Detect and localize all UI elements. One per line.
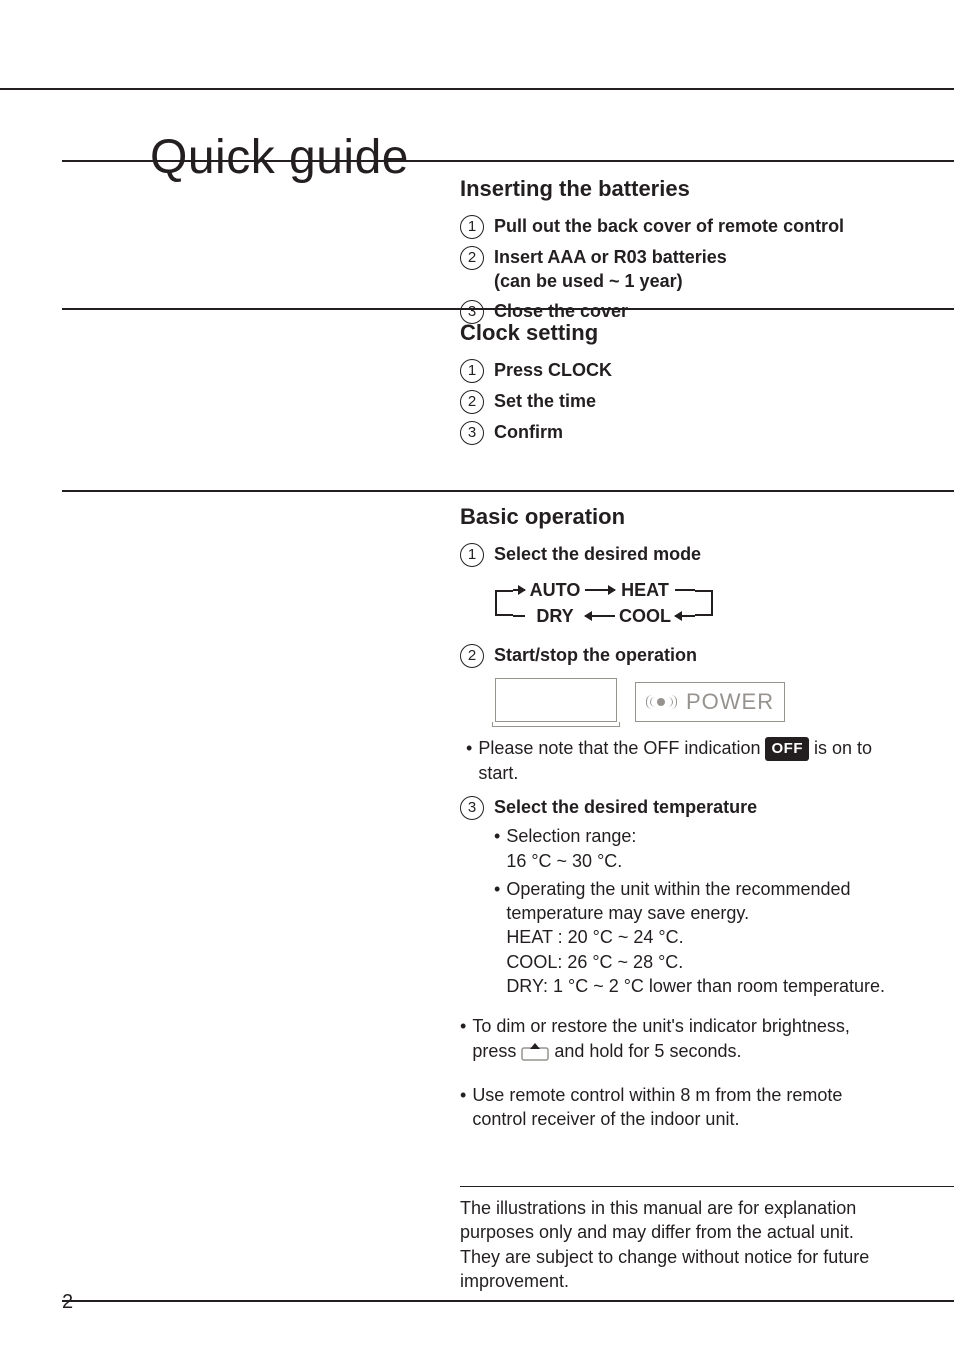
- power-button-outline-icon: [495, 678, 617, 722]
- power-label-text: POWER: [686, 687, 774, 717]
- basic-step3-list: 3 Select the desired temperature • Selec…: [460, 795, 894, 998]
- step-text: Set the time: [494, 389, 596, 413]
- rule-before-disclaimer: [460, 1186, 954, 1187]
- step-text: Pull out the back cover of remote contro…: [494, 214, 844, 238]
- selection-range: • Selection range: 16 °C ~ 30 °C.: [494, 824, 894, 873]
- step-sub: (can be used ~ 1 year): [494, 271, 683, 291]
- mode-auto: AUTO: [525, 578, 585, 602]
- basic-step1-list: 1 Select the desired mode: [460, 542, 894, 567]
- bottom-rule: [62, 1300, 954, 1302]
- step-text: Select the desired temperature: [494, 795, 757, 820]
- clock-steps: 1 Press CLOCK 2 Set the time 3 Confirm: [460, 358, 894, 445]
- basic-step2-list: 2 Start/stop the operation: [460, 643, 894, 668]
- corner-icon: [495, 600, 513, 616]
- page: Quick guide Inserting the batteries 1 Pu…: [0, 0, 954, 1354]
- range-label: Selection range:: [506, 826, 636, 846]
- rec-intro: Operating the unit within the recommende…: [506, 879, 850, 923]
- step-text: Insert AAA or R03 batteries (can be used…: [494, 245, 727, 294]
- arrow-left-icon: [675, 615, 695, 617]
- basic-step-3: 3 Select the desired temperature • Selec…: [460, 795, 894, 998]
- mode-heat: HEAT: [615, 578, 675, 602]
- page-number: 2: [62, 1291, 73, 1314]
- step-number-icon: 3: [460, 421, 484, 445]
- disclaimer: The illustrations in this manual are for…: [460, 1196, 894, 1293]
- mode-dry: DRY: [525, 604, 585, 628]
- title-rule: [62, 160, 954, 162]
- section-clock: Clock setting 1 Press CLOCK 2 Set the ti…: [460, 318, 894, 451]
- step-text: Press CLOCK: [494, 358, 612, 382]
- off-badge-icon: OFF: [765, 737, 809, 761]
- mode-cool: COOL: [615, 604, 675, 628]
- step-number-icon: 1: [460, 359, 484, 383]
- distance-note: • Use remote control within 8 m from the…: [460, 1083, 894, 1132]
- clock-step-1: 1 Press CLOCK: [460, 358, 894, 383]
- step-number-icon: 1: [460, 215, 484, 239]
- step-text: Start/stop the operation: [494, 643, 697, 667]
- up-key-icon: [521, 1041, 549, 1067]
- rec-cool: COOL: 26 °C ~ 28 °C.: [506, 952, 683, 972]
- off-note-pre: Please note that the OFF indication: [478, 738, 765, 758]
- batteries-heading: Inserting the batteries: [460, 174, 894, 204]
- step-number-icon: 2: [460, 390, 484, 414]
- basic-step-2: 2 Start/stop the operation: [460, 643, 894, 668]
- clock-step-3: 3 Confirm: [460, 420, 894, 445]
- disclaimer-text: The illustrations in this manual are for…: [460, 1198, 869, 1291]
- step-main: Insert AAA or R03 batteries: [494, 247, 727, 267]
- section-basic: Basic operation 1 Select the desired mod…: [460, 502, 894, 1136]
- arrow-right-icon: [513, 589, 525, 591]
- rec-heat: HEAT : 20 °C ~ 24 °C.: [506, 927, 683, 947]
- basic-heading: Basic operation: [460, 502, 894, 532]
- rule-after-clock: [62, 490, 954, 492]
- batteries-step-2: 2 Insert AAA or R03 batteries (can be us…: [460, 245, 894, 294]
- step-number-icon: 1: [460, 543, 484, 567]
- batteries-step-1: 1 Pull out the back cover of remote cont…: [460, 214, 894, 239]
- clock-step-2: 2 Set the time: [460, 389, 894, 414]
- rule-after-batteries: [62, 308, 954, 310]
- basic-step-1: 1 Select the desired mode: [460, 542, 894, 567]
- recommended-temp: • Operating the unit within the recommen…: [494, 877, 894, 998]
- range-value: 16 °C ~ 30 °C.: [506, 851, 622, 871]
- step-text: Select the desired mode: [494, 542, 701, 566]
- dim-note: • To dim or restore the unit's indicator…: [460, 1014, 894, 1067]
- step-number-icon: 2: [460, 246, 484, 270]
- arrow-right-icon: [585, 589, 615, 591]
- dim-note-post: and hold for 5 seconds.: [554, 1041, 741, 1061]
- distance-note-text: Use remote control within 8 m from the r…: [472, 1083, 894, 1132]
- step-number-icon: 3: [460, 796, 484, 820]
- step-text: Confirm: [494, 420, 563, 444]
- arrow-left-icon: [585, 615, 615, 617]
- rec-dry: DRY: 1 °C ~ 2 °C lower than room tempera…: [506, 976, 885, 996]
- mode-cycle-diagram: AUTO HEAT DRY COOL: [495, 577, 755, 629]
- signal-icon: [644, 693, 678, 711]
- page-title: Quick guide: [150, 130, 409, 185]
- section-batteries: Inserting the batteries 1 Pull out the b…: [460, 174, 894, 330]
- step-number-icon: 2: [460, 644, 484, 668]
- corner-icon: [695, 600, 713, 616]
- top-rule: [0, 88, 954, 90]
- power-button-illustration: POWER: [495, 678, 894, 722]
- power-label-box: POWER: [635, 682, 785, 722]
- clock-heading: Clock setting: [460, 318, 894, 348]
- off-note: • Please note that the OFF indication OF…: [466, 736, 894, 786]
